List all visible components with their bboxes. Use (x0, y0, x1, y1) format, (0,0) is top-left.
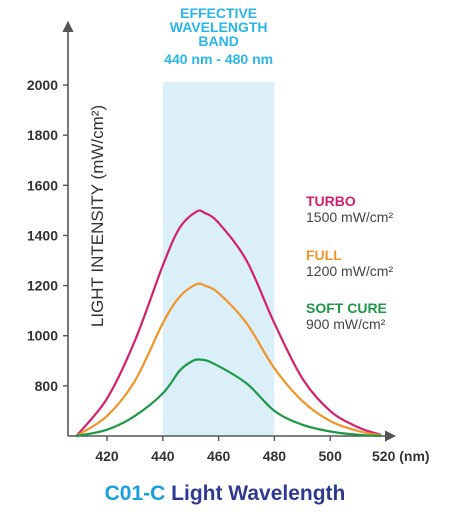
y-tick-label: 1200 (27, 278, 58, 294)
x-tick-label: 480 (263, 448, 287, 464)
effective-band-highlight (162, 82, 275, 436)
band-label-line-3: BAND (198, 33, 238, 49)
band-range-label: 440 nm - 480 nm (164, 51, 273, 67)
legend-value-soft-cure: 900 mW/cm² (306, 316, 386, 332)
axes (62, 20, 397, 442)
y-axis-label: LIGHT INTENSITY (mW/cm²) (88, 105, 107, 327)
product-code: C01-C (104, 482, 166, 505)
series-lines (75, 209, 382, 438)
series-line-full (75, 282, 382, 438)
legend-name-full: FULL (306, 247, 342, 263)
caption-title: Light Wavelength (171, 482, 346, 505)
x-tick-label: 520 (nm) (372, 448, 430, 464)
x-tick-label: 440 (151, 448, 175, 464)
band-label-line-1: EFFECTIVE (180, 5, 257, 21)
band-label-line-2: WAVELENGTH (170, 19, 268, 35)
legend-name-turbo: TURBO (306, 193, 356, 209)
y-tick-label: 2000 (27, 77, 58, 93)
y-tick-label: 1800 (27, 127, 58, 143)
y-tick-label: 1600 (27, 177, 58, 193)
y-ticks: 2000 1800 1600 1400 1200 1000 800 (27, 77, 68, 394)
chart-caption: C01-C Light Wavelength (0, 482, 450, 506)
x-tick-label: 420 (95, 448, 119, 464)
legend: TURBO 1500 mW/cm² FULL 1200 mW/cm² SOFT … (306, 193, 393, 332)
y-tick-label: 1000 (27, 328, 58, 344)
legend-name-soft-cure: SOFT CURE (306, 300, 387, 316)
legend-value-full: 1200 mW/cm² (306, 263, 393, 279)
series-line-turbo (75, 209, 382, 438)
x-tick-label: 500 (319, 448, 343, 464)
light-intensity-chart: EFFECTIVE WAVELENGTH BAND 440 nm - 480 n… (27, 5, 430, 464)
legend-value-turbo: 1500 mW/cm² (306, 209, 393, 225)
x-ticks: 420 440 460 480 500 520 (nm) (95, 436, 430, 464)
y-tick-label: 1400 (27, 227, 58, 243)
series-line-soft-cure (75, 358, 382, 438)
effective-band: EFFECTIVE WAVELENGTH BAND 440 nm - 480 n… (162, 5, 275, 436)
y-tick-label: 800 (35, 378, 59, 394)
x-tick-label: 460 (207, 448, 231, 464)
